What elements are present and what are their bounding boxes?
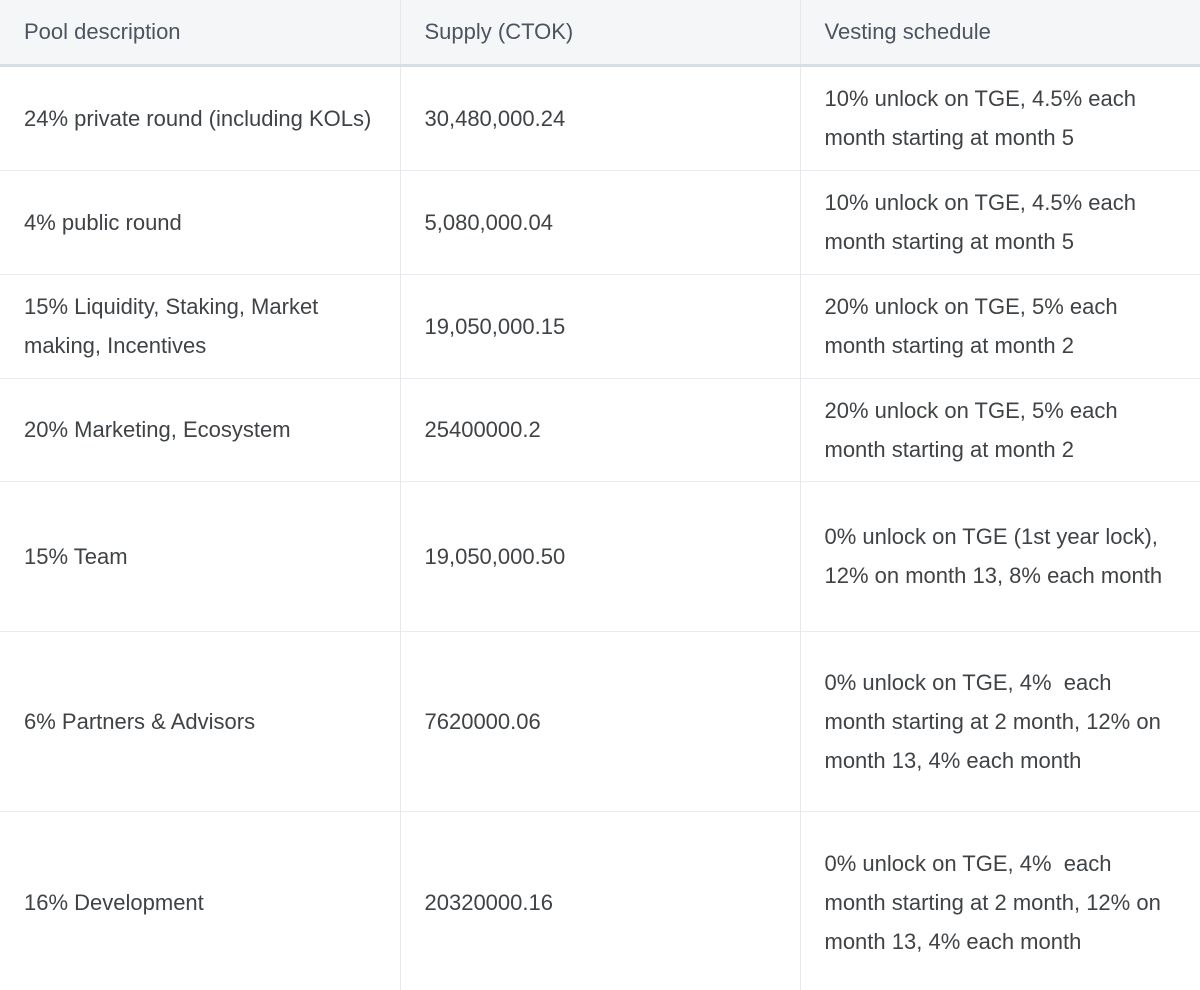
vesting-schedule-cell: 0% unlock on TGE (1st year lock), 12% on… bbox=[799, 480, 1200, 631]
table-row: 24% private round (including KOLs) 30,48… bbox=[0, 65, 1200, 170]
supply-cell: 20320000.16 bbox=[399, 810, 800, 990]
vesting-schedule-cell: 10% unlock on TGE, 4.5% each month start… bbox=[799, 65, 1200, 170]
column-header-vesting-schedule: Vesting schedule bbox=[799, 0, 1200, 67]
column-header-pool-description: Pool description bbox=[0, 0, 400, 67]
pool-description-cell: 4% public round bbox=[0, 169, 400, 274]
supply-cell: 19,050,000.50 bbox=[399, 480, 800, 631]
table-row: 15% Liquidity, Staking, Market making, I… bbox=[0, 273, 1200, 378]
pool-description-cell: 15% Team bbox=[0, 480, 400, 631]
table-row: 6% Partners & Advisors 7620000.06 0% unl… bbox=[0, 630, 1200, 811]
vesting-schedule-cell: 0% unlock on TGE, 4% each month starting… bbox=[799, 810, 1200, 990]
table-header: Pool description Supply (CTOK) Vesting s… bbox=[0, 0, 1200, 67]
supply-cell: 30,480,000.24 bbox=[399, 65, 800, 170]
table-row: 4% public round 5,080,000.04 10% unlock … bbox=[0, 169, 1200, 274]
pool-description-cell: 16% Development bbox=[0, 810, 400, 990]
table-body: 24% private round (including KOLs) 30,48… bbox=[0, 65, 1200, 990]
vesting-schedule-cell: 20% unlock on TGE, 5% each month startin… bbox=[799, 377, 1200, 481]
table-row: 15% Team 19,050,000.50 0% unlock on TGE … bbox=[0, 480, 1200, 631]
vesting-schedule-cell: 10% unlock on TGE, 4.5% each month start… bbox=[799, 169, 1200, 274]
column-header-supply: Supply (CTOK) bbox=[399, 0, 800, 67]
vesting-schedule-cell: 20% unlock on TGE, 5% each month startin… bbox=[799, 273, 1200, 378]
supply-cell: 19,050,000.15 bbox=[399, 273, 800, 378]
table-row: 16% Development 20320000.16 0% unlock on… bbox=[0, 810, 1200, 990]
pool-description-cell: 24% private round (including KOLs) bbox=[24, 105, 372, 131]
pool-description-cell: 20% Marketing, Ecosystem bbox=[0, 377, 400, 481]
supply-cell: 25400000.2 bbox=[399, 377, 800, 481]
supply-cell: 5,080,000.04 bbox=[399, 169, 800, 274]
supply-cell: 7620000.06 bbox=[399, 630, 800, 811]
vesting-schedule-cell: 0% unlock on TGE, 4% each month starting… bbox=[799, 630, 1200, 811]
table-row: 20% Marketing, Ecosystem 25400000.2 20% … bbox=[0, 377, 1200, 481]
pool-description-cell: 6% Partners & Advisors bbox=[0, 630, 400, 811]
pool-description-cell: 15% Liquidity, Staking, Market making, I… bbox=[0, 273, 400, 378]
header-row: Pool description Supply (CTOK) Vesting s… bbox=[0, 0, 1200, 67]
